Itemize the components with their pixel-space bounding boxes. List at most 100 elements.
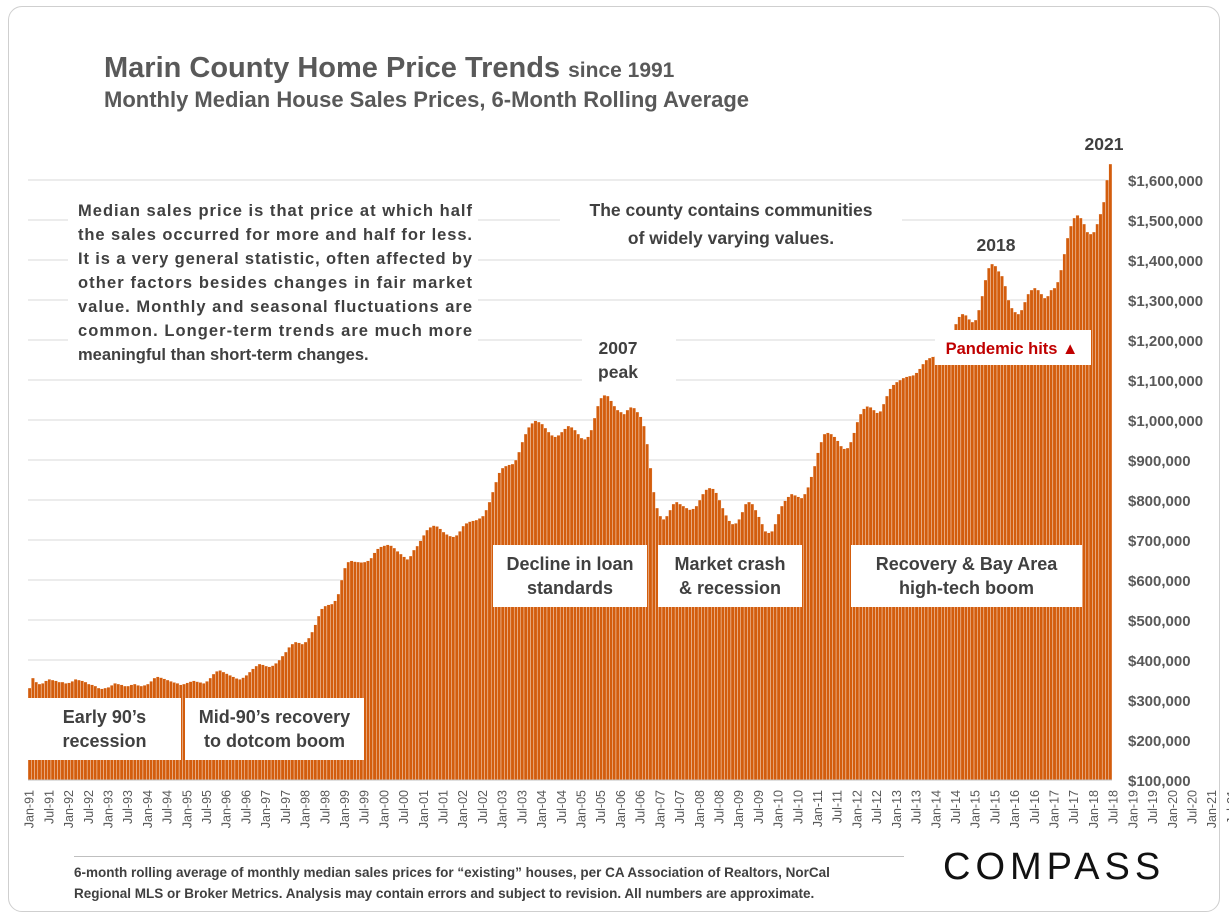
mid-90s-label-box (185, 698, 364, 760)
bar (451, 536, 456, 781)
x-tick-label: Jan-00 (377, 790, 391, 828)
peak-2007-box (582, 334, 676, 382)
bar (826, 432, 830, 781)
x-tick-label: Jan-91 (23, 790, 37, 828)
explainer-text: the sales occurred for more and half for… (78, 226, 472, 244)
bar (648, 467, 653, 781)
bar (458, 531, 462, 781)
y-tick-label: $400,000 (1128, 653, 1191, 670)
pandemic-box (935, 330, 1091, 365)
decline-label: Decline in loan (506, 554, 633, 574)
bar (507, 464, 512, 781)
bar (1046, 295, 1050, 781)
x-tick-label: Jul-06 (634, 790, 648, 824)
crash-label-box (658, 545, 802, 607)
bar (422, 535, 426, 781)
bar (477, 518, 482, 781)
x-tick-label: Jul-16 (1028, 790, 1042, 824)
bar (415, 545, 420, 781)
x-tick-label: Jul-15 (988, 790, 1002, 824)
bar (809, 476, 814, 781)
recovery-label: high-tech boom (899, 578, 1034, 598)
x-tick-label: Jan-21 (1205, 790, 1219, 828)
x-tick-label: Jan-06 (614, 790, 628, 828)
x-tick-label: Jan-05 (575, 790, 589, 828)
compass-logo: COMPASS (943, 846, 1166, 888)
decline-label: standards (527, 578, 613, 598)
x-tick-label: Jan-93 (102, 790, 116, 828)
bar (582, 439, 587, 781)
early-90s-label-box (28, 698, 181, 760)
bar (799, 497, 804, 781)
bar (441, 531, 446, 781)
bar (399, 553, 403, 781)
bar (1069, 225, 1073, 781)
bar (395, 551, 400, 781)
x-tick-label: Jan-02 (456, 790, 470, 828)
bar (481, 515, 485, 781)
bar (835, 440, 840, 781)
mid-90s-label: Mid-90’s recovery (199, 707, 350, 727)
x-tick-label: Jan-07 (653, 790, 667, 828)
title-suffix: since 1991 (568, 59, 675, 82)
x-tick-label: Jul-91 (42, 790, 56, 824)
bar (829, 433, 833, 781)
bar (553, 436, 558, 781)
x-tick-label: Jul-07 (673, 790, 687, 824)
x-tick-label: Jul-96 (239, 790, 253, 824)
x-tick-label: Jan-19 (1126, 790, 1140, 828)
y-tick-label: $1,400,000 (1128, 253, 1203, 270)
crash-label: Market crash (674, 554, 785, 574)
x-tick-label: Jan-18 (1087, 790, 1101, 828)
x-tick-label: Jan-15 (969, 790, 983, 828)
x-tick-label: Jan-97 (259, 790, 273, 828)
bar (832, 436, 837, 781)
title-main: Marin County Home Price Trends (104, 52, 561, 84)
annotations: Median sales price is that price at whic… (28, 134, 1124, 760)
bar (1075, 215, 1080, 781)
recovery-label: Recovery & Bay Area (876, 554, 1058, 574)
county-note: of widely varying values. (628, 228, 834, 248)
bar (1105, 179, 1109, 781)
x-tick-label: Jul-08 (713, 790, 727, 824)
county-note: The county contains communities (590, 200, 873, 220)
bar (497, 472, 502, 781)
x-tick-label: Jul-00 (397, 790, 411, 824)
bar (783, 500, 787, 781)
bar (402, 556, 406, 781)
x-tick-label: Jul-09 (752, 790, 766, 824)
bar (697, 499, 702, 781)
x-tick-label: Jul-19 (1146, 790, 1160, 824)
bar (1078, 217, 1083, 781)
x-tick-label: Jan-99 (338, 790, 352, 828)
bar (786, 496, 791, 781)
bar (513, 459, 518, 781)
bar (474, 519, 479, 781)
bar (372, 552, 377, 781)
x-tick-label: Jul-94 (161, 790, 175, 824)
bar (717, 499, 722, 781)
bar (747, 501, 751, 781)
bar (445, 534, 449, 781)
bar (382, 545, 387, 781)
bar (461, 525, 466, 781)
bar (1085, 231, 1090, 781)
bar (379, 546, 383, 781)
decline-label-box (493, 545, 647, 607)
x-tick-label: Jul-20 (1186, 790, 1200, 824)
footer-divider (74, 856, 904, 857)
bar (1108, 163, 1113, 781)
bar (1026, 293, 1031, 781)
bar (385, 544, 390, 781)
bar (418, 540, 423, 781)
bar (839, 445, 843, 781)
bar (392, 547, 397, 781)
x-axis-ticks: Jan-91 Jul-91 Jan-92 Jul-92 Jan-93 Jul-93 Jan-… (23, 790, 1229, 828)
x-tick-label: Jan-14 (929, 790, 943, 828)
x-tick-label: Jan-94 (141, 790, 155, 828)
bar (471, 520, 475, 781)
bar (405, 559, 410, 781)
y-tick-label: $800,000 (1128, 493, 1191, 510)
bar (789, 493, 794, 781)
bar (1101, 201, 1106, 781)
